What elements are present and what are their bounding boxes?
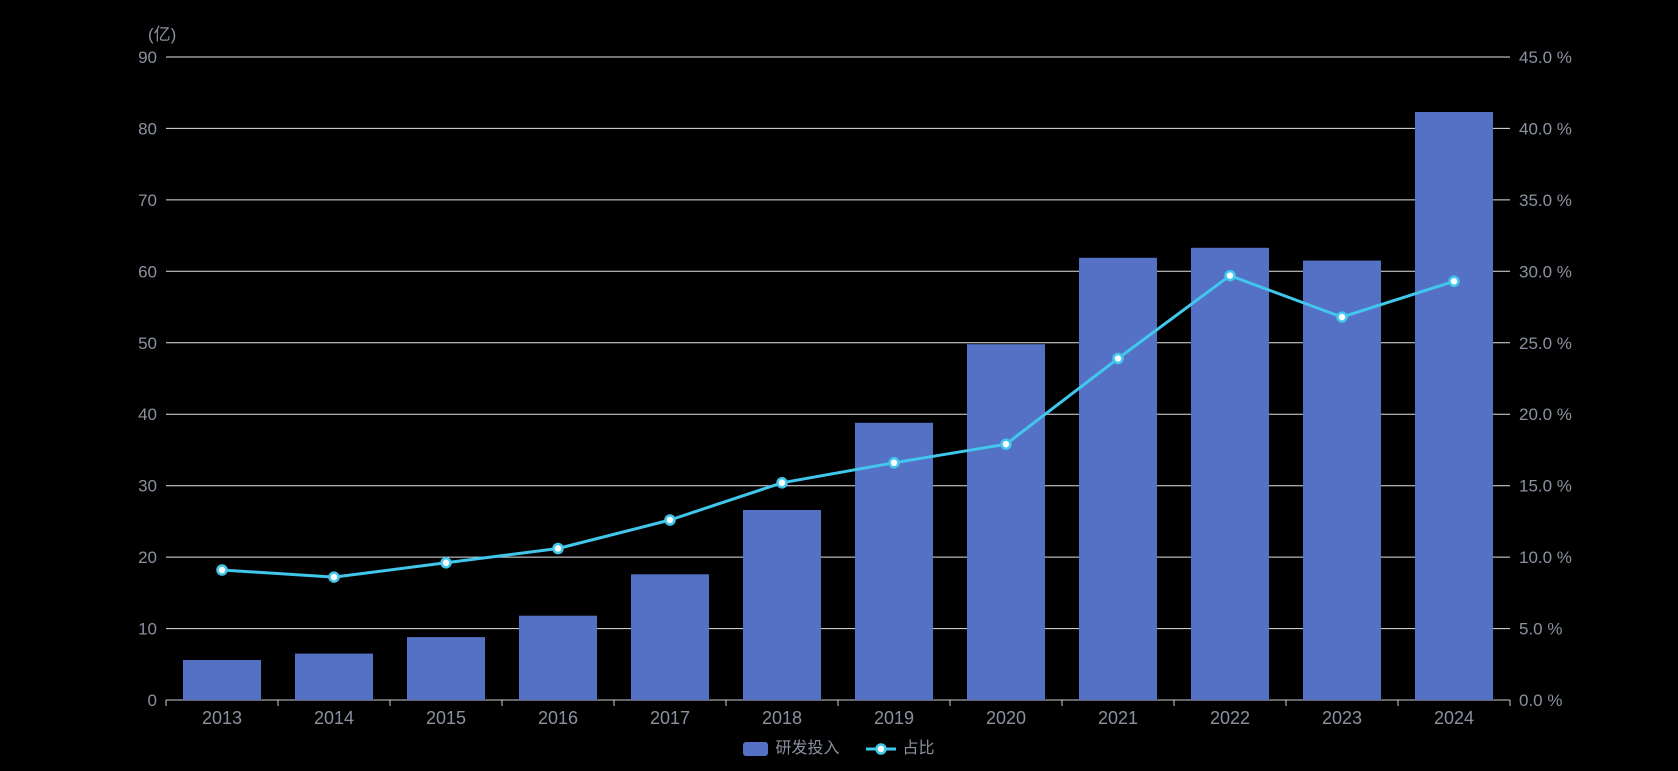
right-axis-tick-label: 30.0 %	[1519, 262, 1572, 281]
line-series	[216, 269, 1460, 583]
right-axis-tick-label: 15.0 %	[1519, 477, 1572, 496]
bar-2019[interactable]	[855, 422, 933, 700]
line-marker-2015[interactable]	[440, 557, 452, 569]
legend-label-rd-investment: 研发投入	[775, 740, 840, 757]
ratio-line	[220, 274, 1456, 579]
right-axis-tick-label: 20.0 %	[1519, 405, 1572, 424]
bar-2020[interactable]	[967, 344, 1045, 700]
x-axis-labels: 2013 2014 2015 2016 2017 2018 2019 2020 2021 2022…	[202, 708, 1474, 728]
x-axis-label-2016: 2016	[538, 708, 578, 728]
bar-2021[interactable]	[1079, 257, 1157, 700]
line-marker-2014[interactable]	[328, 571, 340, 583]
line-marker-2018[interactable]	[776, 477, 788, 489]
bar-2024[interactable]	[1415, 112, 1493, 700]
left-axis-tick-label: 80	[138, 119, 157, 138]
line-series-legend-icon	[865, 743, 896, 755]
left-axis-tick-label: 70	[138, 191, 157, 210]
x-axis-label-2023: 2023	[1322, 708, 1362, 728]
x-axis-label-2013: 2013	[202, 708, 242, 728]
right-axis-tick-label: 25.0 %	[1519, 334, 1572, 353]
left-axis-labels: 0 10 20 30 40 50 60 70 80 90	[138, 48, 157, 710]
bar-series-legend-icon	[743, 742, 769, 756]
bar-2022[interactable]	[1191, 247, 1269, 701]
x-axis-label-2024: 2024	[1434, 708, 1474, 728]
x-axis-label-2018: 2018	[762, 708, 802, 728]
left-axis-tick-label: 0	[148, 691, 157, 710]
bar-2014[interactable]	[295, 653, 373, 700]
left-axis-tick-label: 10	[138, 620, 157, 639]
line-marker-2022[interactable]	[1224, 269, 1236, 282]
x-axis	[165, 699, 1511, 706]
line-marker-2023[interactable]	[1336, 311, 1348, 323]
bar-2023[interactable]	[1303, 260, 1381, 700]
line-marker-2019[interactable]	[888, 457, 900, 469]
right-axis-tick-label: 45.0 %	[1519, 48, 1572, 67]
line-marker-2020[interactable]	[1000, 438, 1012, 450]
left-axis-tick-label: 20	[138, 548, 157, 567]
x-axis-label-2022: 2022	[1210, 708, 1250, 728]
bar-2013[interactable]	[183, 660, 261, 700]
right-axis-tick-label: 0.0 %	[1519, 691, 1562, 710]
bar-2016[interactable]	[519, 615, 597, 700]
left-axis-tick-label: 40	[138, 405, 157, 424]
legend-item-rd-investment[interactable]: 研发投入	[743, 740, 840, 757]
bar-2018[interactable]	[743, 510, 821, 700]
legend: 研发投入 占比	[0, 741, 1678, 757]
grid-lines	[166, 56, 1510, 630]
line-marker-2021[interactable]	[1112, 352, 1124, 365]
line-marker-2017[interactable]	[664, 514, 676, 526]
x-axis-label-2017: 2017	[650, 708, 690, 728]
left-axis-tick-label: 90	[138, 48, 157, 67]
x-axis-label-2014: 2014	[314, 708, 354, 728]
x-axis-label-2019: 2019	[874, 708, 914, 728]
line-marker-2024[interactable]	[1448, 275, 1460, 288]
left-axis-unit-label: (亿)	[148, 25, 177, 44]
bar-2017[interactable]	[631, 574, 709, 700]
right-axis-tick-label: 35.0 %	[1519, 191, 1572, 210]
bar-series	[183, 112, 1493, 701]
right-axis-labels: 0.0 % 5.0 % 10.0 % 15.0 % 20.0 % 25.0 % 30.0 %…	[1519, 48, 1572, 710]
line-marker-2016[interactable]	[552, 542, 564, 555]
bar-2015[interactable]	[407, 637, 485, 700]
left-axis-tick-label: 50	[138, 334, 157, 353]
line-marker-2013[interactable]	[216, 564, 228, 576]
legend-label-ratio: 占比	[902, 740, 935, 757]
left-axis-tick-label: 60	[138, 262, 157, 281]
right-axis-tick-label: 10.0 %	[1519, 548, 1572, 567]
x-axis-label-2020: 2020	[986, 708, 1026, 728]
left-axis-tick-label: 30	[138, 477, 157, 496]
x-axis-label-2021: 2021	[1098, 708, 1138, 728]
right-axis-tick-label: 40.0 %	[1519, 119, 1572, 138]
legend-item-ratio[interactable]: 占比	[865, 740, 935, 757]
x-axis-label-2015: 2015	[426, 708, 466, 728]
right-axis-tick-label: 5.0 %	[1519, 620, 1562, 639]
